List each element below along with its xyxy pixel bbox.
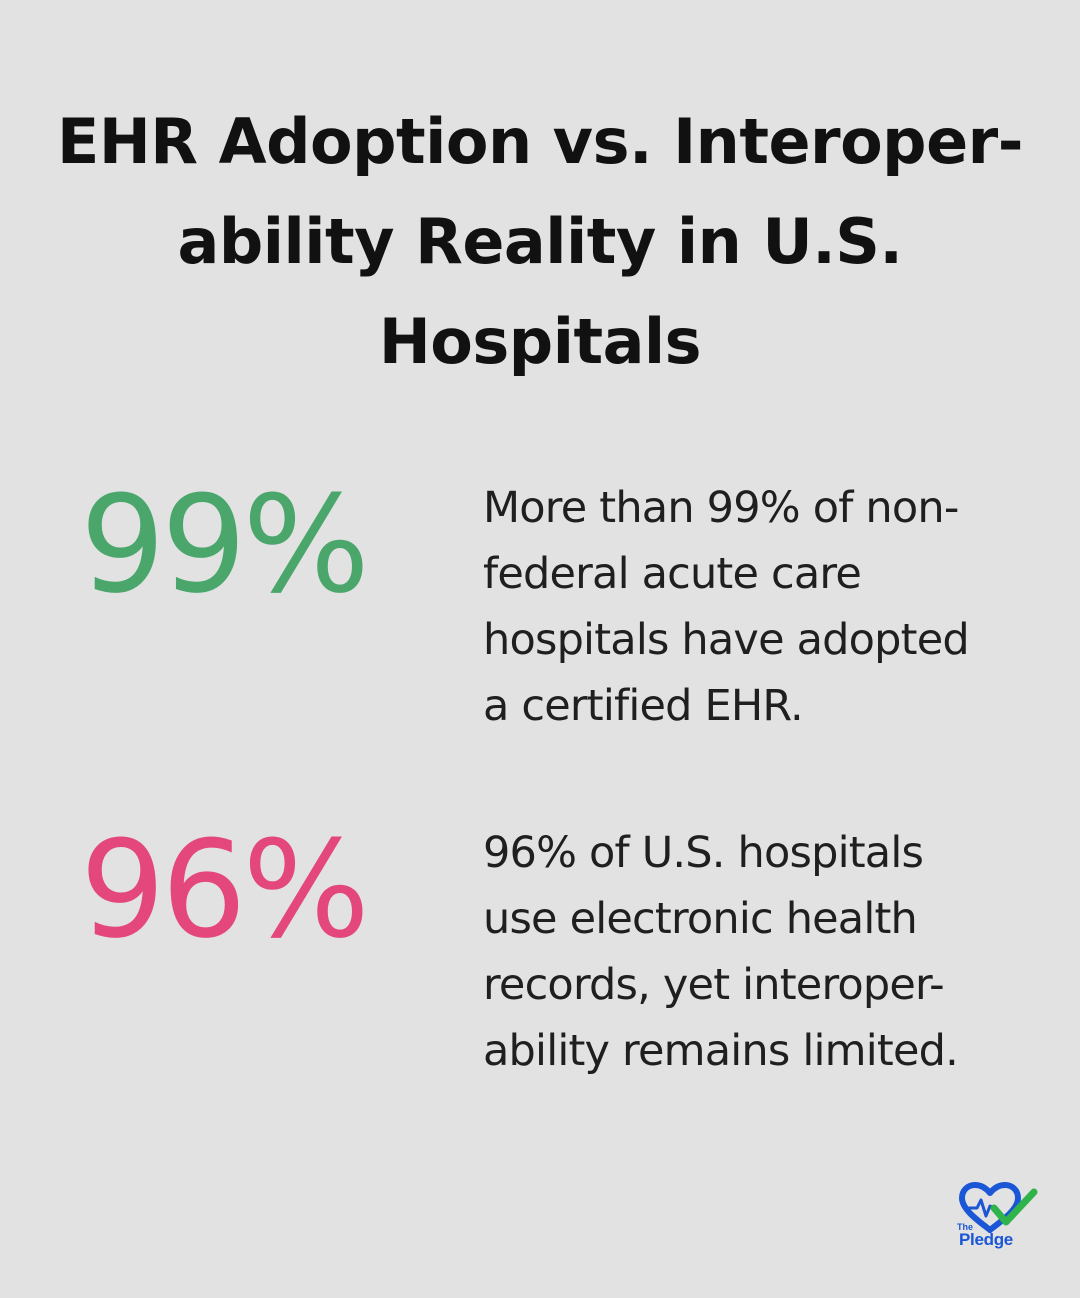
title-line: EHR Adoption vs. Interoper- <box>57 105 1023 178</box>
pledge-logo: The Pledge <box>950 1178 1042 1258</box>
stat-description-line: hospitals have adopted <box>483 615 970 665</box>
stat-description-line: a certified EHR. <box>483 681 804 731</box>
stat-value: 96% <box>80 812 370 968</box>
title-line: ability Reality in U.S. <box>177 205 903 278</box>
heart-check-icon <box>959 1182 1038 1233</box>
stat-description-line: federal acute care <box>483 549 862 599</box>
stat-description: 96% of U.S. hospitals use electronic hea… <box>483 820 1043 1084</box>
title-line: Hospitals <box>378 305 702 378</box>
logo-wordmark: Pledge <box>959 1230 1013 1249</box>
stat-value: 99% <box>80 467 370 623</box>
stat-description-line: ability remains limited. <box>483 1026 959 1076</box>
logo-small-text: The <box>957 1222 974 1232</box>
stat-description-line: records, yet interoper- <box>483 960 945 1010</box>
stat-description: More than 99% of non- federal acute care… <box>483 475 1043 739</box>
stat-description-line: More than 99% of non- <box>483 483 959 533</box>
stat-description-line: 96% of U.S. hospitals <box>483 828 924 878</box>
stat-description-line: use electronic health <box>483 894 918 944</box>
page-title: EHR Adoption vs. Interoper- ability Real… <box>40 92 1040 392</box>
